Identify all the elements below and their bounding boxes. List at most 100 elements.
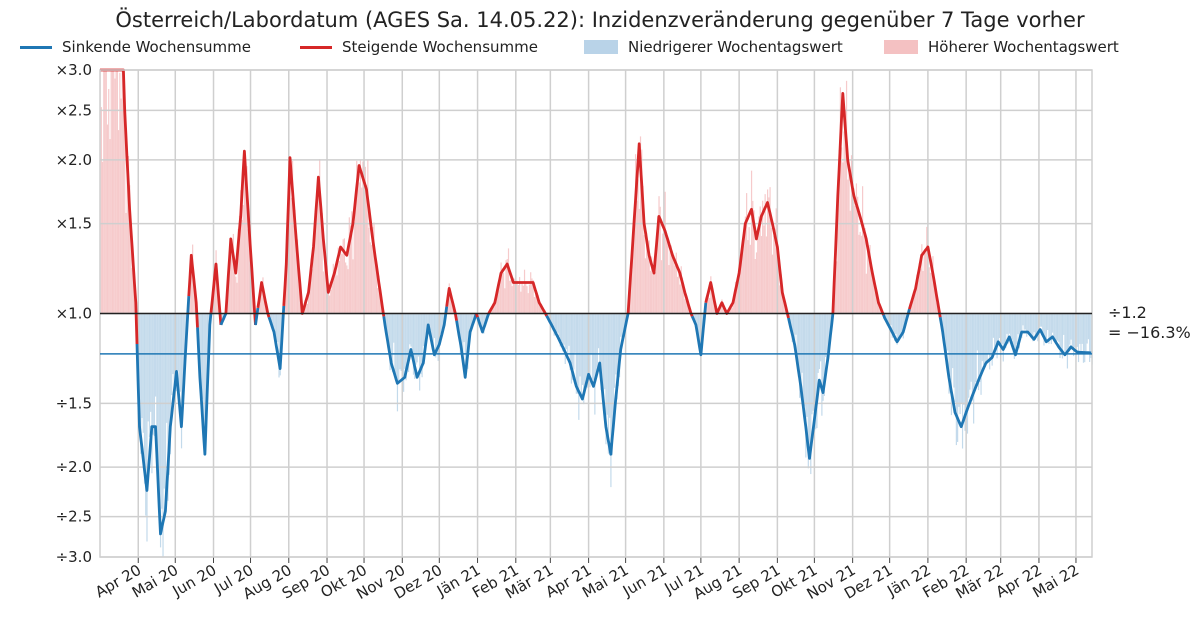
bar-higher [860, 235, 862, 314]
bar-lower [610, 313, 612, 488]
bar-higher [683, 284, 685, 314]
bar-lower [958, 313, 960, 407]
bar-lower [1003, 313, 1006, 348]
bar-higher [868, 248, 870, 314]
legend-item-sinkende-wochensumme: Sinkende Wochensumme [20, 38, 251, 56]
bar-higher [750, 170, 753, 314]
bar-higher [844, 109, 846, 314]
bar-higher [504, 288, 506, 314]
bar-lower [390, 313, 392, 367]
bar-higher [855, 183, 858, 314]
bar-higher [320, 209, 322, 314]
bar-higher [648, 240, 650, 314]
bar-higher [870, 265, 872, 314]
bar-lower [183, 313, 185, 385]
bar-higher [498, 290, 500, 314]
bar-lower [400, 313, 402, 371]
bar-higher [642, 185, 644, 314]
bar-lower [472, 313, 474, 325]
bar-lower [1085, 313, 1087, 353]
bar-lower [468, 313, 470, 341]
bar-lower [989, 313, 991, 370]
bar-lower [1017, 313, 1019, 335]
bar-lower [419, 313, 421, 391]
bar-lower [152, 313, 154, 435]
bar-lower [436, 313, 438, 353]
bar-lower [615, 313, 617, 375]
bar-lower [901, 313, 903, 334]
bar-lower [564, 313, 566, 364]
series-line-falling [267, 305, 286, 371]
series-line-falling [690, 302, 708, 357]
bar-higher [763, 225, 765, 314]
bar-lower [823, 313, 825, 396]
bar-lower [138, 313, 141, 422]
bar-lower [583, 313, 585, 405]
bar-lower [997, 313, 999, 345]
bar-lower [820, 313, 822, 362]
bar-lower [410, 313, 412, 347]
series-line-falling [938, 317, 1093, 429]
bar-lower [143, 313, 146, 484]
bar-higher [684, 299, 686, 314]
bar-lower [584, 313, 586, 385]
bar-lower [177, 313, 179, 371]
bar-higher [926, 226, 928, 314]
bar-higher [506, 259, 508, 314]
bar-higher [769, 187, 771, 314]
bar-higher [245, 163, 247, 314]
bar-lower [812, 313, 814, 411]
series-line-falling [382, 306, 449, 385]
bar-higher [729, 306, 732, 314]
bar-lower [895, 313, 897, 334]
bar-higher [295, 243, 297, 314]
bar-lower [1027, 313, 1029, 334]
bar-lower [964, 313, 966, 431]
chart-title: Österreich/Labordatum (AGES Sa. 14.05.22… [115, 8, 1085, 32]
bar-higher [122, 71, 125, 314]
bar-lower [272, 313, 274, 329]
bar-higher [346, 265, 348, 314]
bar-higher [327, 291, 329, 314]
bar-lower [157, 313, 159, 491]
bar-higher [929, 272, 932, 314]
bar-higher [762, 200, 764, 314]
bar-lower [1076, 313, 1078, 347]
bar-lower [947, 313, 949, 351]
bar-lower [574, 313, 576, 353]
bar-lower [393, 313, 395, 343]
bar-lower [389, 313, 391, 371]
bar-higher [341, 254, 343, 314]
bar-lower [1058, 313, 1060, 342]
bar-lower [808, 313, 811, 446]
bar-higher [352, 259, 354, 314]
bar-higher [324, 252, 326, 314]
bar-lower [277, 313, 279, 343]
bar-lower [461, 313, 463, 355]
bar-higher [875, 288, 877, 314]
bar-higher [509, 280, 511, 314]
bar-lower [826, 313, 828, 364]
bar-higher [733, 298, 735, 314]
bar-lower [796, 313, 798, 359]
bar-lower [1016, 313, 1018, 345]
bar-lower [151, 313, 153, 474]
bar-lower [1087, 313, 1089, 340]
bar-higher [839, 87, 841, 314]
bar-higher [132, 263, 135, 314]
bar-lower [944, 313, 946, 348]
bar-lower [1024, 313, 1027, 330]
bar-lower [1005, 313, 1007, 349]
bar-lower [890, 313, 892, 326]
bar-lower [1050, 313, 1052, 345]
series-line-rising [282, 156, 386, 317]
bar-lower [425, 313, 427, 342]
bar-lower [1033, 313, 1035, 333]
bar-higher [353, 222, 355, 314]
bar-higher [752, 200, 754, 314]
series-line-rising [704, 201, 790, 319]
bar-lower [998, 313, 1001, 339]
bar-higher [259, 294, 262, 314]
bar-lower [981, 313, 983, 362]
bar-higher [921, 244, 923, 314]
